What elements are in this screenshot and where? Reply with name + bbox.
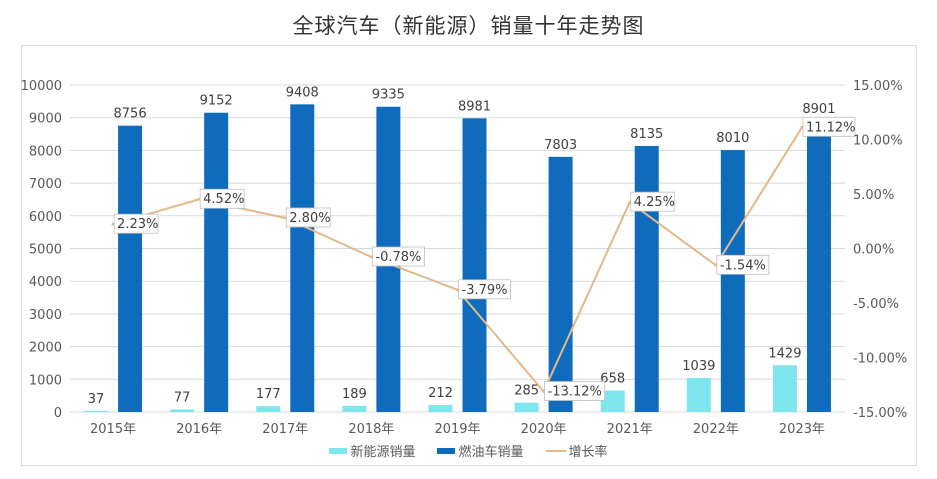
growth-label: -0.78% [375,250,421,265]
x-axis-tick: 2020年 [521,422,567,437]
bar-fuel [634,145,659,412]
data-label-fuel: 8756 [114,107,147,122]
legend-swatch-nev [329,447,348,454]
data-label-nev: 177 [256,387,281,402]
data-label-fuel: 7803 [544,138,577,153]
bar-nev [84,410,109,413]
bar-nev [256,406,281,412]
data-label-fuel: 8901 [802,102,835,117]
chart-frame [21,45,917,466]
data-label-fuel: 8010 [716,131,749,146]
right-axis-tick: -15.00% [853,406,907,421]
growth-label-box [716,254,770,275]
growth-label: -1.54% [720,258,766,273]
bar-fuel [806,120,831,412]
left-axis-tick: 1000 [29,373,62,388]
growth-label: -13.12% [548,385,602,400]
left-axis-tick: 10000 [21,79,62,94]
bar-fuel [204,112,229,412]
left-axis-tick: 7000 [29,177,62,192]
legend-item-growth[interactable]: 增长率 [545,441,608,460]
data-label-nev: 77 [174,390,191,405]
legend-item-fuel[interactable]: 燃油车销量 [437,441,524,460]
data-label-fuel: 8135 [630,127,663,142]
growth-label: -3.79% [462,283,508,298]
bar-fuel [720,150,745,412]
legend-item-nev[interactable]: 新能源销量 [329,441,415,460]
x-axis-tick: 2016年 [176,422,222,437]
left-axis-tick: 9000 [29,112,62,127]
data-label-nev: 285 [514,384,539,399]
left-axis-tick: 5000 [29,243,62,258]
x-axis-tick: 2015年 [90,422,136,437]
right-axis-tick: 10.00% [853,134,903,149]
bar-fuel [290,104,315,412]
bar-nev [514,402,539,412]
x-axis-tick: 2023年 [779,422,825,437]
x-axis-tick: 2017年 [262,422,308,437]
data-label-nev: 212 [428,386,453,401]
legend-label-nev: 新能源销量 [350,445,416,460]
bar-nev [772,365,797,412]
x-axis-tick: 2019年 [434,422,480,437]
legend-label-fuel: 燃油车销量 [458,445,524,460]
data-label-fuel: 9152 [200,94,233,109]
right-axis-tick: 5.00% [853,188,894,203]
x-axis-tick: 2018年 [348,422,394,437]
bar-fuel [462,118,487,413]
growth-label-box [371,246,425,267]
left-axis-tick: 6000 [29,210,62,225]
left-axis-tick: 8000 [29,144,62,159]
growth-label-box [630,191,676,212]
bar-nev [342,405,367,412]
left-axis-tick: 2000 [29,341,62,356]
data-label-nev: 658 [600,371,625,386]
data-label-nev: 189 [342,387,367,402]
legend-swatch-fuel [437,447,456,454]
right-axis-tick: 15.00% [853,79,903,94]
growth-label-box [544,381,606,401]
right-axis-tick: -5.00% [853,297,899,312]
x-axis-tick: 2021年 [607,422,653,437]
data-label-fuel: 9335 [372,88,405,103]
left-axis-tick: 0 [54,406,62,421]
bar-nev [686,378,711,412]
data-label-nev: 1039 [682,359,715,374]
growth-label-box [285,207,331,228]
legend-label-growth: 增长率 [568,445,608,460]
growth-label-box [113,213,159,234]
legend-swatch-growth [545,449,566,452]
legend: 新能源销量 燃油车销量 增长率 [0,441,937,460]
data-label-nev: 1429 [768,346,801,361]
left-axis-tick: 3000 [29,308,62,323]
bar-fuel [118,125,143,412]
right-axis-tick: 0.00% [853,243,894,258]
growth-label-box [458,279,511,300]
growth-label: 2.23% [117,217,158,232]
growth-label: 4.25% [634,195,675,210]
bar-nev [170,409,195,412]
right-axis-tick: -10.00% [853,352,907,367]
chart-title: 全球汽车（新能源）销量十年走势图 [292,14,645,38]
bar-nev [428,405,453,412]
data-label-fuel: 9408 [286,85,319,100]
growth-label: 11.12% [806,120,856,135]
left-axis-tick: 4000 [29,275,62,290]
growth-label: 4.52% [203,192,244,207]
growth-label-box [199,188,245,209]
bar-nev [600,390,625,412]
x-axis-tick: 2022年 [693,422,739,437]
growth-label: 2.80% [289,211,330,226]
growth-label-box [802,116,856,137]
data-label-fuel: 8981 [458,99,491,114]
data-label-nev: 37 [88,392,105,407]
